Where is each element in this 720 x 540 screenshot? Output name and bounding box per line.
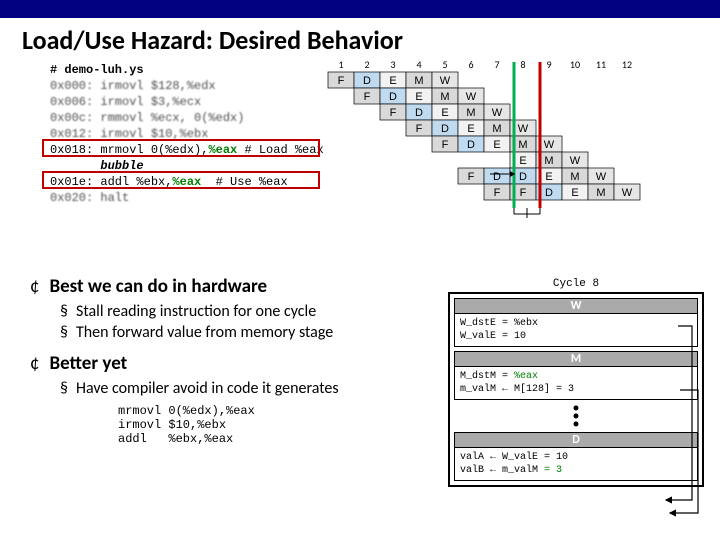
svg-text:D: D bbox=[363, 75, 371, 87]
code-l2: 0x006: irmovl $3,%ecx bbox=[50, 94, 324, 110]
svg-text:M: M bbox=[544, 155, 553, 167]
svg-text:11: 11 bbox=[596, 58, 606, 71]
stage-W: W W_dstE = %ebx W_valE = 10 bbox=[454, 298, 698, 347]
svg-text:6: 6 bbox=[468, 58, 473, 71]
svg-text:W: W bbox=[466, 91, 477, 103]
svg-text:7: 7 bbox=[494, 58, 499, 71]
code-l1: 0x000: irmovl $128,%edx bbox=[50, 78, 324, 94]
cycle8-label: Cycle 8 bbox=[448, 278, 704, 290]
svg-text:D: D bbox=[545, 187, 553, 199]
svg-text:E: E bbox=[519, 155, 526, 167]
svg-text:E: E bbox=[389, 75, 396, 87]
bullet-list: Best we can do in hardware Stall reading… bbox=[30, 275, 440, 446]
bullet-1-2: Then forward value from memory stage bbox=[60, 323, 440, 342]
code-l8: 0x020: halt bbox=[50, 190, 324, 206]
svg-text:E: E bbox=[545, 171, 552, 183]
W-l1: W_dstE = %ebx bbox=[460, 317, 692, 330]
svg-text:4: 4 bbox=[416, 58, 421, 71]
pipeline-diagram: 123456789101112 FDEMWFDEMWFDEMWFDEMWFDEM… bbox=[320, 58, 710, 218]
svg-text:W: W bbox=[570, 155, 581, 167]
svg-text:10: 10 bbox=[570, 58, 580, 71]
svg-text:5: 5 bbox=[442, 58, 447, 71]
W-l2: W_valE = 10 bbox=[460, 330, 692, 343]
svg-text:2: 2 bbox=[364, 58, 369, 71]
svg-text:D: D bbox=[467, 139, 475, 151]
stage-M: M M_dstM = %eax m_valM ← M[128] = 3 bbox=[454, 351, 698, 400]
svg-text:F: F bbox=[494, 187, 501, 199]
svg-text:1: 1 bbox=[338, 58, 343, 71]
cycle8-panel: Cycle 8 W W_dstE = %ebx W_valE = 10 M M_… bbox=[448, 278, 704, 487]
svg-text:D: D bbox=[389, 91, 397, 103]
svg-text:F: F bbox=[416, 123, 423, 135]
svg-text:12: 12 bbox=[622, 58, 632, 71]
redbox-load bbox=[42, 139, 320, 157]
svg-text:W: W bbox=[518, 123, 529, 135]
svg-text:F: F bbox=[468, 171, 475, 183]
vdots: ••• bbox=[450, 404, 702, 428]
svg-text:M: M bbox=[466, 107, 475, 119]
svg-text:E: E bbox=[441, 107, 448, 119]
svg-text:F: F bbox=[364, 91, 371, 103]
svg-text:M: M bbox=[596, 187, 605, 199]
svg-text:9: 9 bbox=[546, 58, 551, 71]
svg-text:8: 8 bbox=[520, 58, 525, 71]
svg-text:D: D bbox=[441, 123, 449, 135]
svg-text:W: W bbox=[622, 187, 633, 199]
code-l3: 0x00c: rmmovl %ecx, 0(%edx) bbox=[50, 110, 324, 126]
code-l0: # demo-luh.ys bbox=[50, 62, 324, 78]
svg-text:3: 3 bbox=[390, 58, 395, 71]
svg-text:M: M bbox=[440, 91, 449, 103]
svg-text:E: E bbox=[571, 187, 578, 199]
svg-text:W: W bbox=[440, 75, 451, 87]
bullet-1: Best we can do in hardware bbox=[30, 275, 440, 298]
stage-D: D valA ← W_valE = 10 valB ← m_valM = 3 bbox=[454, 432, 698, 481]
svg-text:F: F bbox=[520, 187, 527, 199]
svg-text:E: E bbox=[415, 91, 422, 103]
svg-text:W: W bbox=[544, 139, 555, 151]
redbox-use bbox=[42, 171, 320, 189]
svg-text:D: D bbox=[519, 171, 527, 183]
bullet-2-1: Have compiler avoid in code it generates bbox=[60, 379, 440, 398]
svg-text:E: E bbox=[467, 123, 474, 135]
svg-text:F: F bbox=[442, 139, 449, 151]
svg-text:D: D bbox=[415, 107, 423, 119]
title-bar bbox=[0, 0, 720, 18]
code-block: mrmovl 0(%edx),%eax irmovl $10,%ebx addl… bbox=[118, 404, 440, 446]
svg-text:F: F bbox=[338, 75, 345, 87]
svg-text:M: M bbox=[414, 75, 423, 87]
svg-text:W: W bbox=[492, 107, 503, 119]
bullet-2: Better yet bbox=[30, 352, 440, 375]
slide-title: Load/Use Hazard: Desired Behavior bbox=[22, 24, 720, 56]
bullet-1-1: Stall reading instruction for one cycle bbox=[60, 302, 440, 321]
svg-text:M: M bbox=[492, 123, 501, 135]
svg-text:M: M bbox=[518, 139, 527, 151]
svg-text:M: M bbox=[570, 171, 579, 183]
svg-text:W: W bbox=[596, 171, 607, 183]
svg-text:E: E bbox=[493, 139, 500, 151]
svg-text:D: D bbox=[493, 171, 501, 183]
svg-text:F: F bbox=[390, 107, 397, 119]
